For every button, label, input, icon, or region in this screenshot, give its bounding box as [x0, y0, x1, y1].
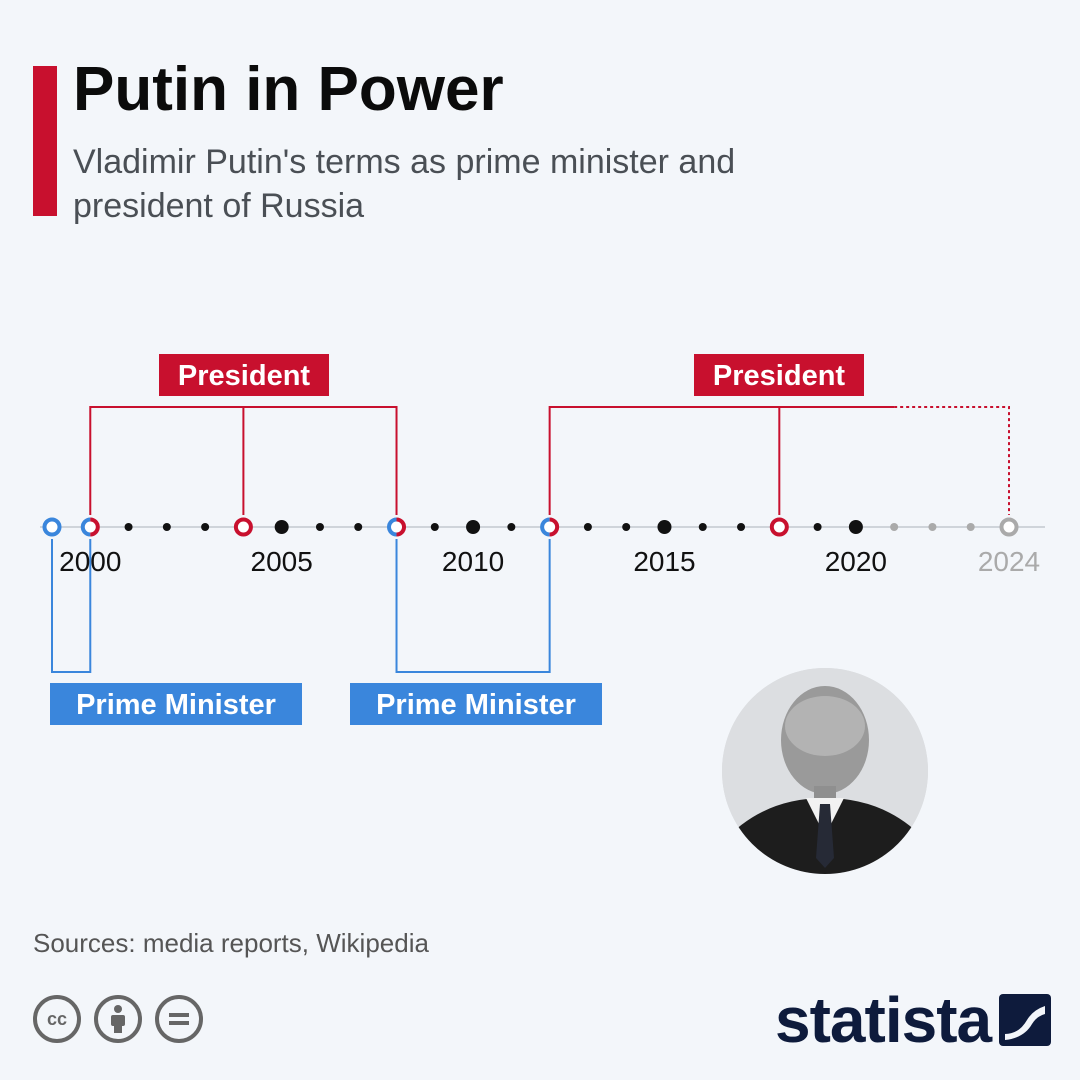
ring-left-half: [540, 517, 550, 537]
brand-wordmark: statista: [775, 984, 992, 1056]
ring-left-half: [80, 517, 91, 537]
transition-marker: [387, 517, 406, 537]
major-tick-dot: [466, 520, 481, 534]
attribution-icon[interactable]: [94, 995, 142, 1043]
minor-tick-dot: [737, 523, 746, 531]
role-label-text: President: [178, 360, 310, 392]
sources-text: Sources: media reports, Wikipedia: [33, 928, 429, 958]
reelection-marker: [769, 517, 789, 537]
cc-icon[interactable]: cc: [33, 995, 81, 1043]
tick-label: 2010: [442, 546, 504, 577]
minor-tick-dot: [890, 523, 899, 531]
minor-tick-dot: [315, 523, 324, 531]
minor-tick-dot: [507, 523, 516, 531]
minor-tick-dot: [583, 523, 592, 531]
tick-label: 2005: [251, 546, 313, 577]
major-tick-dot: [848, 520, 863, 534]
minor-tick-dot: [813, 523, 822, 531]
minor-tick-dot: [928, 523, 937, 531]
ring-right-half: [396, 517, 406, 537]
role-label-text: President: [713, 360, 845, 392]
ring-right-half: [549, 517, 560, 537]
role-label-text: Prime Minister: [76, 689, 276, 721]
prime-minister-bracket: [395, 539, 551, 673]
major-tick-dot: [657, 520, 672, 534]
license-icons: cc: [33, 995, 203, 1043]
minor-tick-dot: [430, 523, 439, 531]
tick-label: 2024: [978, 546, 1040, 577]
ring-left-half: [387, 517, 397, 537]
major-tick-dot: [274, 520, 289, 534]
statista-logo[interactable]: statista: [775, 984, 1052, 1056]
minor-tick-dot: [622, 523, 631, 531]
minor-tick-dot: [966, 523, 975, 531]
page-title: Putin in Power: [73, 55, 504, 124]
minor-tick-dot: [162, 523, 171, 531]
cc-text: cc: [46, 1008, 68, 1029]
accent-bar: [33, 66, 57, 216]
ring-fill: [82, 519, 98, 535]
transition-marker: [80, 517, 100, 537]
no-derivatives-icon[interactable]: [155, 995, 203, 1043]
ring-fill: [542, 519, 558, 535]
transition-marker: [540, 517, 560, 537]
role-label-box: [50, 683, 302, 725]
tick-label: 2000: [59, 546, 121, 577]
minor-tick-dot: [201, 523, 210, 531]
president-bracket: [548, 406, 895, 515]
prime-minister-start-marker: [42, 517, 62, 537]
role-label-box: [159, 354, 329, 396]
statista-mark-icon: [999, 994, 1052, 1046]
president-bracket-projected: [894, 406, 1010, 515]
page-subtitle: Vladimir Putin's terms as prime minister…: [73, 143, 736, 225]
timeline-chart: 2000 2005 2010 2015 2020 2024 President Preside…: [40, 354, 1045, 725]
role-label-box: [350, 683, 602, 725]
ring-right-half: [90, 517, 100, 537]
portrait-icon: [722, 668, 928, 874]
prime-minister-label: Prime Minister: [350, 683, 602, 725]
reelection-marker: [233, 517, 253, 537]
prime-minister-label: Prime Minister: [50, 683, 302, 725]
term-end-marker: [999, 517, 1019, 537]
minor-tick-dot: [354, 523, 363, 531]
prime-minister-bracket: [51, 539, 92, 673]
tick-label: 2015: [633, 546, 695, 577]
minor-tick-dot: [698, 523, 707, 531]
role-label-text: Prime Minister: [376, 689, 576, 721]
ring-fill: [389, 519, 405, 535]
minor-tick-dot: [124, 523, 133, 531]
portrait-photo: [722, 668, 928, 874]
president-label: President: [159, 354, 329, 396]
president-label: President: [694, 354, 864, 396]
tick-label: 2020: [825, 546, 887, 577]
role-label-box: [694, 354, 864, 396]
